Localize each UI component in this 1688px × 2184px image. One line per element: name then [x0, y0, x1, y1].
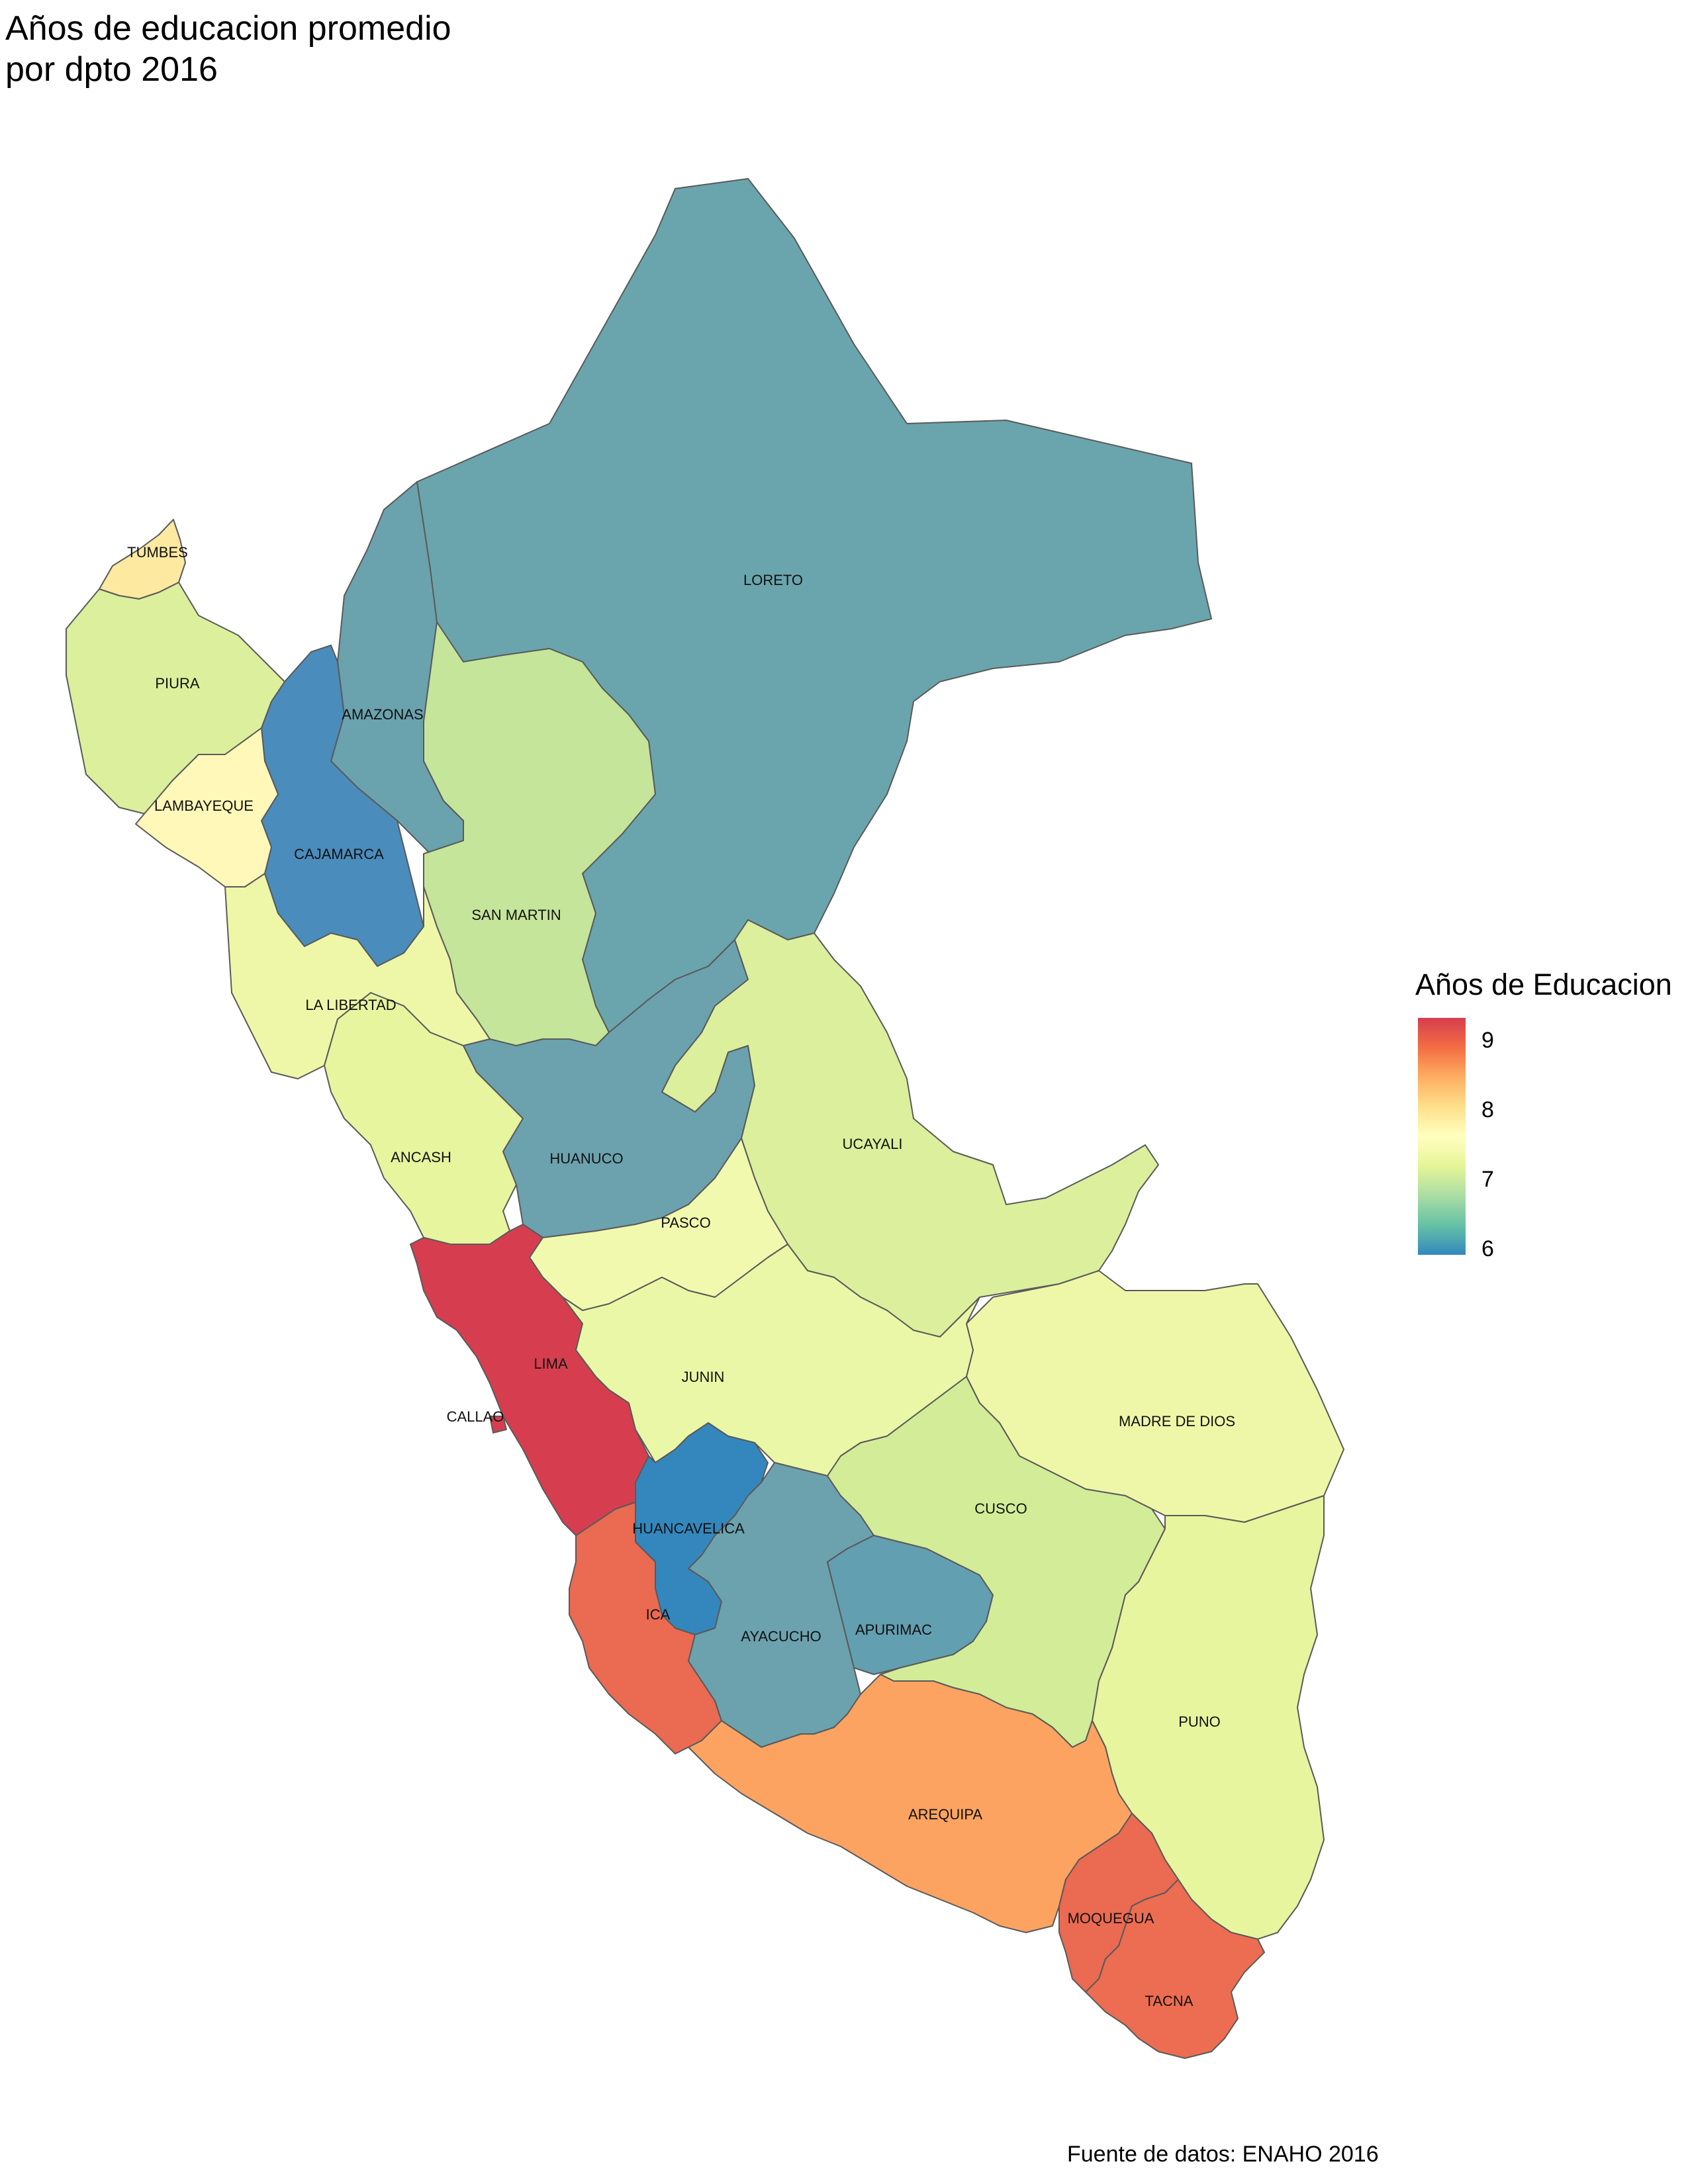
label-ancash: ANCASH — [391, 1149, 451, 1165]
region-ancash — [324, 992, 524, 1245]
region-arequipa — [688, 1674, 1133, 1933]
label-ayacucho: AYACUCHO — [741, 1628, 821, 1645]
label-callao: CALLAO — [447, 1408, 504, 1425]
legend-tick-8: 8 — [1481, 1097, 1494, 1122]
region-lambayeque — [135, 727, 279, 887]
map-title: Años de educacion promedio por dpto 2016 — [5, 8, 451, 90]
legend-tick-7: 7 — [1481, 1167, 1494, 1192]
label-madre-de-dios: MADRE DE DIOS — [1119, 1413, 1235, 1430]
label-junin: JUNIN — [682, 1369, 725, 1385]
label-tacna: TACNA — [1145, 1993, 1194, 2009]
region-tacna — [1085, 1879, 1265, 2059]
map-title-line-2: por dpto 2016 — [5, 50, 218, 89]
label-piura: PIURA — [155, 675, 200, 692]
label-cajamarca: CAJAMARCA — [294, 846, 384, 862]
label-lambayeque: LAMBAYEQUE — [154, 797, 254, 814]
label-tumbes: TUMBES — [127, 544, 188, 561]
label-ucayali: UCAYALI — [843, 1136, 903, 1152]
label-amazonas: AMAZONAS — [342, 706, 423, 723]
region-callao — [489, 1416, 507, 1433]
legend-colorbar — [1418, 1018, 1466, 1255]
label-cusco: CUSCO — [974, 1500, 1027, 1517]
label-apurimac: APURIMAC — [855, 1621, 932, 1638]
legend-title: Años de Educacion — [1415, 968, 1672, 1001]
label-pasco: PASCO — [661, 1214, 710, 1231]
label-san-martin: SAN MARTIN — [471, 907, 561, 923]
region-ucayali — [661, 919, 1159, 1338]
label-la-libertad: LA LIBERTAD — [305, 997, 396, 1013]
legend-tick-9: 9 — [1481, 1028, 1494, 1053]
label-ica: ICA — [646, 1606, 671, 1623]
source-caption: Fuente de datos: ENAHO 2016 — [1067, 2142, 1379, 2167]
label-moquegua: MOQUEGUA — [1068, 1910, 1154, 1927]
label-huancavelica: HUANCAVELICA — [632, 1520, 745, 1537]
legend-tick-6: 6 — [1481, 1236, 1494, 1261]
label-loreto: LORETO — [743, 572, 803, 588]
label-arequipa: AREQUIPA — [908, 1806, 982, 1823]
label-lima: LIMA — [534, 1355, 568, 1372]
map-title-line-1: Años de educacion promedio — [5, 9, 451, 48]
region-la-libertad — [224, 873, 491, 1079]
label-puno: PUNO — [1178, 1713, 1221, 1730]
label-huanuco: HUANUCO — [549, 1150, 623, 1167]
